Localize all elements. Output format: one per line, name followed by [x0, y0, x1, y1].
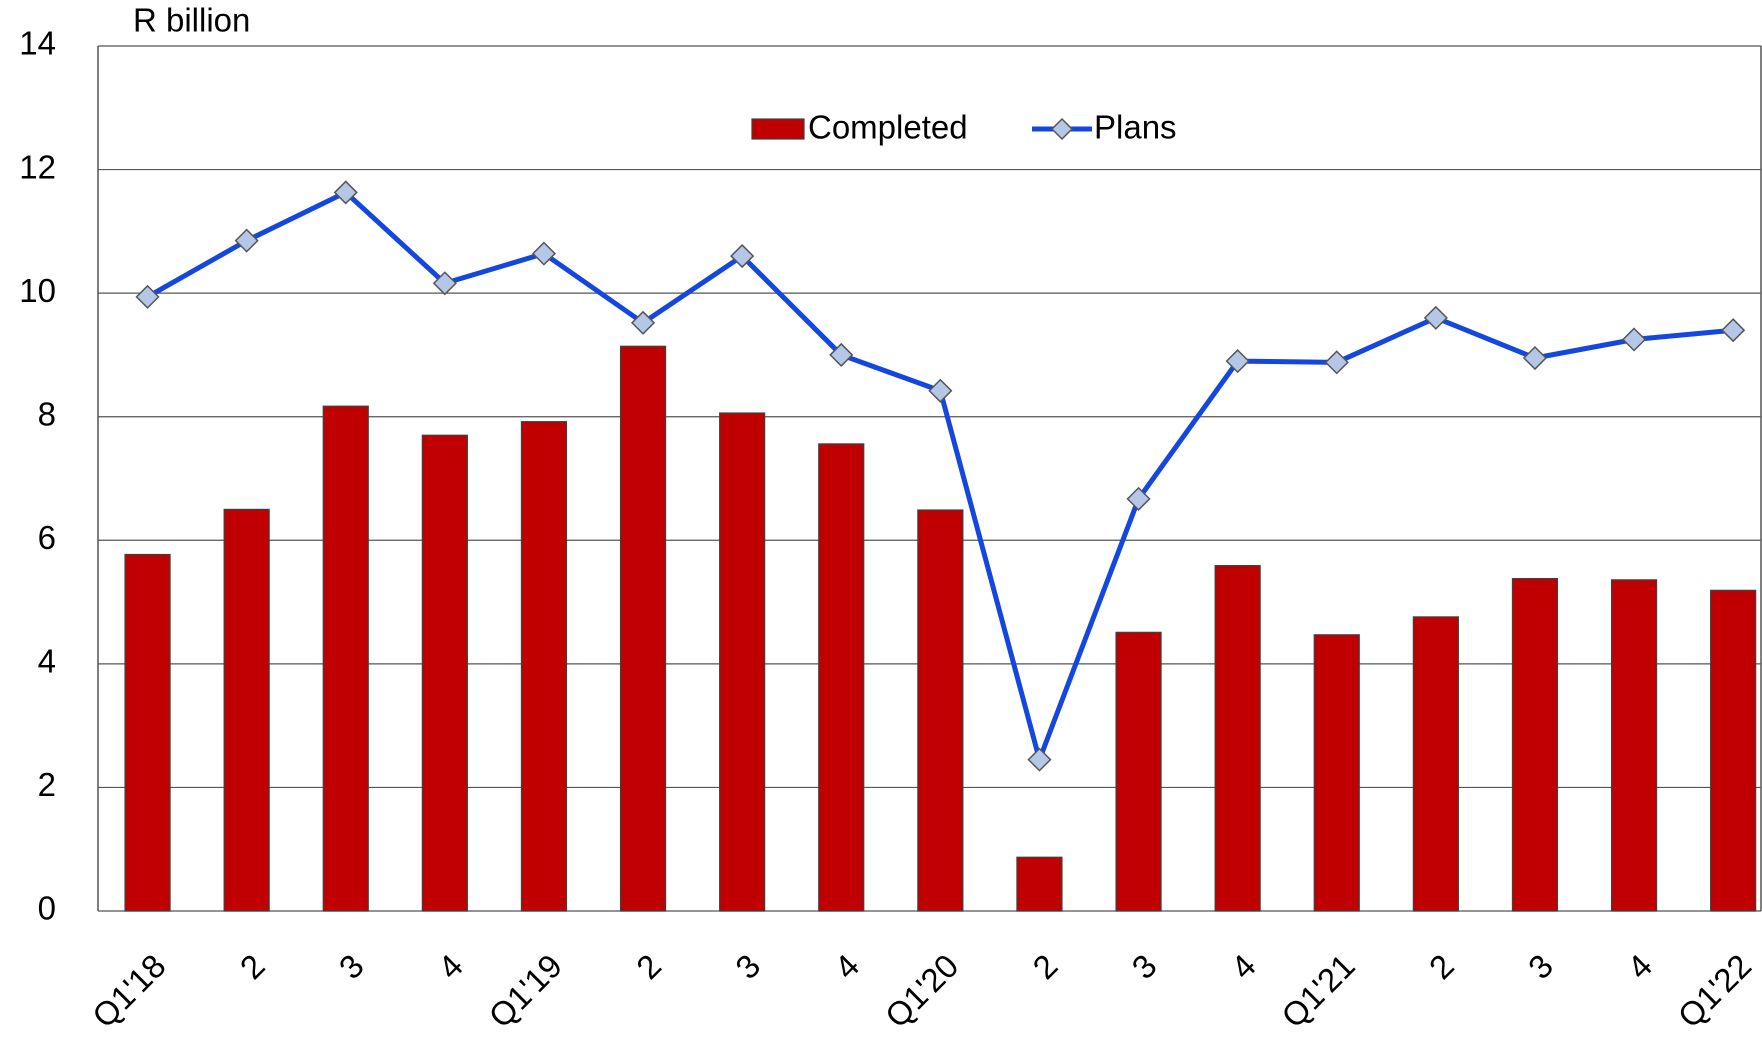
line-marker — [1126, 486, 1151, 511]
bar — [1115, 631, 1162, 912]
legend-swatch — [751, 118, 805, 140]
x-tick-label: Q1'18 — [85, 947, 173, 1035]
line-marker — [234, 228, 259, 253]
bar — [1313, 634, 1360, 912]
line-marker — [1423, 305, 1448, 330]
legend-marker — [1050, 117, 1074, 141]
bar — [619, 345, 667, 912]
y-tick-label: 8 — [38, 395, 56, 432]
x-tick-label: 3 — [332, 947, 371, 986]
bar — [1214, 565, 1261, 912]
y-tick-label: 14 — [19, 25, 56, 62]
bar — [818, 443, 865, 912]
line-marker — [531, 241, 557, 266]
x-tick-label: 2 — [233, 947, 272, 986]
y-tick-label: 2 — [38, 766, 56, 803]
bar — [1710, 589, 1757, 912]
x-tick-label: 4 — [827, 947, 866, 986]
y-axis-label: R billion — [133, 2, 250, 39]
line-marker — [1721, 318, 1746, 343]
bar — [1016, 856, 1063, 912]
bar — [223, 508, 270, 912]
line-marker — [135, 284, 160, 309]
line-marker — [1027, 747, 1052, 772]
line-marker — [333, 180, 358, 205]
x-tick-label: 3 — [728, 947, 767, 986]
x-tick-label: 3 — [1521, 947, 1560, 986]
line-marker — [928, 378, 953, 403]
x-tick-label: Q1'19 — [481, 947, 569, 1035]
bar — [520, 421, 568, 912]
bar — [124, 553, 171, 912]
x-tick-label: Q1'21 — [1274, 947, 1362, 1035]
legend-label: Completed — [808, 109, 968, 146]
x-tick-label: 4 — [431, 947, 470, 986]
line-marker — [1225, 349, 1250, 374]
bar — [917, 509, 964, 912]
line-marker — [1522, 345, 1548, 371]
y-tick-label: 4 — [38, 643, 56, 680]
line-marker — [829, 342, 854, 367]
bar — [719, 412, 766, 912]
x-tick-label: Q1'20 — [878, 947, 966, 1035]
x-tick-label: 2 — [629, 947, 668, 986]
y-tick-label: 6 — [38, 519, 56, 556]
line-marker — [630, 310, 656, 335]
y-tick-label: 0 — [38, 890, 56, 927]
bar — [421, 434, 468, 912]
legend-label: Plans — [1094, 109, 1177, 146]
line-marker — [432, 271, 457, 296]
y-tick-label: 10 — [19, 272, 56, 309]
bar — [1610, 579, 1658, 912]
x-tick-label: 4 — [1620, 947, 1659, 986]
x-tick-label: 4 — [1224, 947, 1263, 986]
y-tick-label: 12 — [19, 148, 56, 185]
line-marker — [1621, 327, 1647, 352]
line-marker — [730, 244, 755, 269]
x-tick-label: 2 — [1025, 947, 1064, 986]
bar — [322, 405, 369, 912]
bar — [1511, 577, 1559, 912]
x-tick-label: Q1'22 — [1671, 947, 1759, 1035]
x-tick-label: 2 — [1422, 947, 1461, 986]
line-marker — [1324, 350, 1349, 375]
bar — [1412, 616, 1459, 912]
x-tick-label: 3 — [1125, 947, 1164, 986]
